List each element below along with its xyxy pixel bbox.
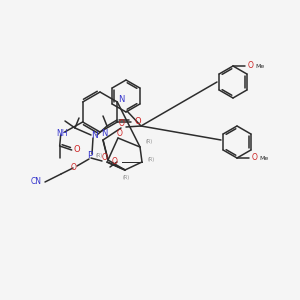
Text: Me: Me bbox=[260, 157, 268, 161]
Text: O: O bbox=[71, 164, 77, 172]
Text: CN: CN bbox=[31, 176, 41, 185]
Text: O: O bbox=[134, 118, 141, 127]
Text: (R): (R) bbox=[147, 157, 155, 161]
Text: O: O bbox=[252, 154, 258, 163]
Text: Me: Me bbox=[255, 64, 265, 70]
Text: N: N bbox=[101, 130, 107, 139]
Text: P: P bbox=[87, 151, 93, 160]
Text: (R): (R) bbox=[122, 175, 130, 179]
Text: O: O bbox=[248, 61, 254, 70]
Text: NH: NH bbox=[56, 128, 68, 137]
Text: O: O bbox=[119, 118, 125, 127]
Text: O: O bbox=[102, 152, 108, 161]
Text: O: O bbox=[74, 146, 80, 154]
Text: (R): (R) bbox=[95, 152, 103, 158]
Text: N: N bbox=[118, 95, 124, 104]
Text: O: O bbox=[117, 128, 123, 137]
Text: (R): (R) bbox=[146, 140, 153, 145]
Text: O: O bbox=[111, 157, 117, 166]
Text: N: N bbox=[92, 130, 98, 140]
